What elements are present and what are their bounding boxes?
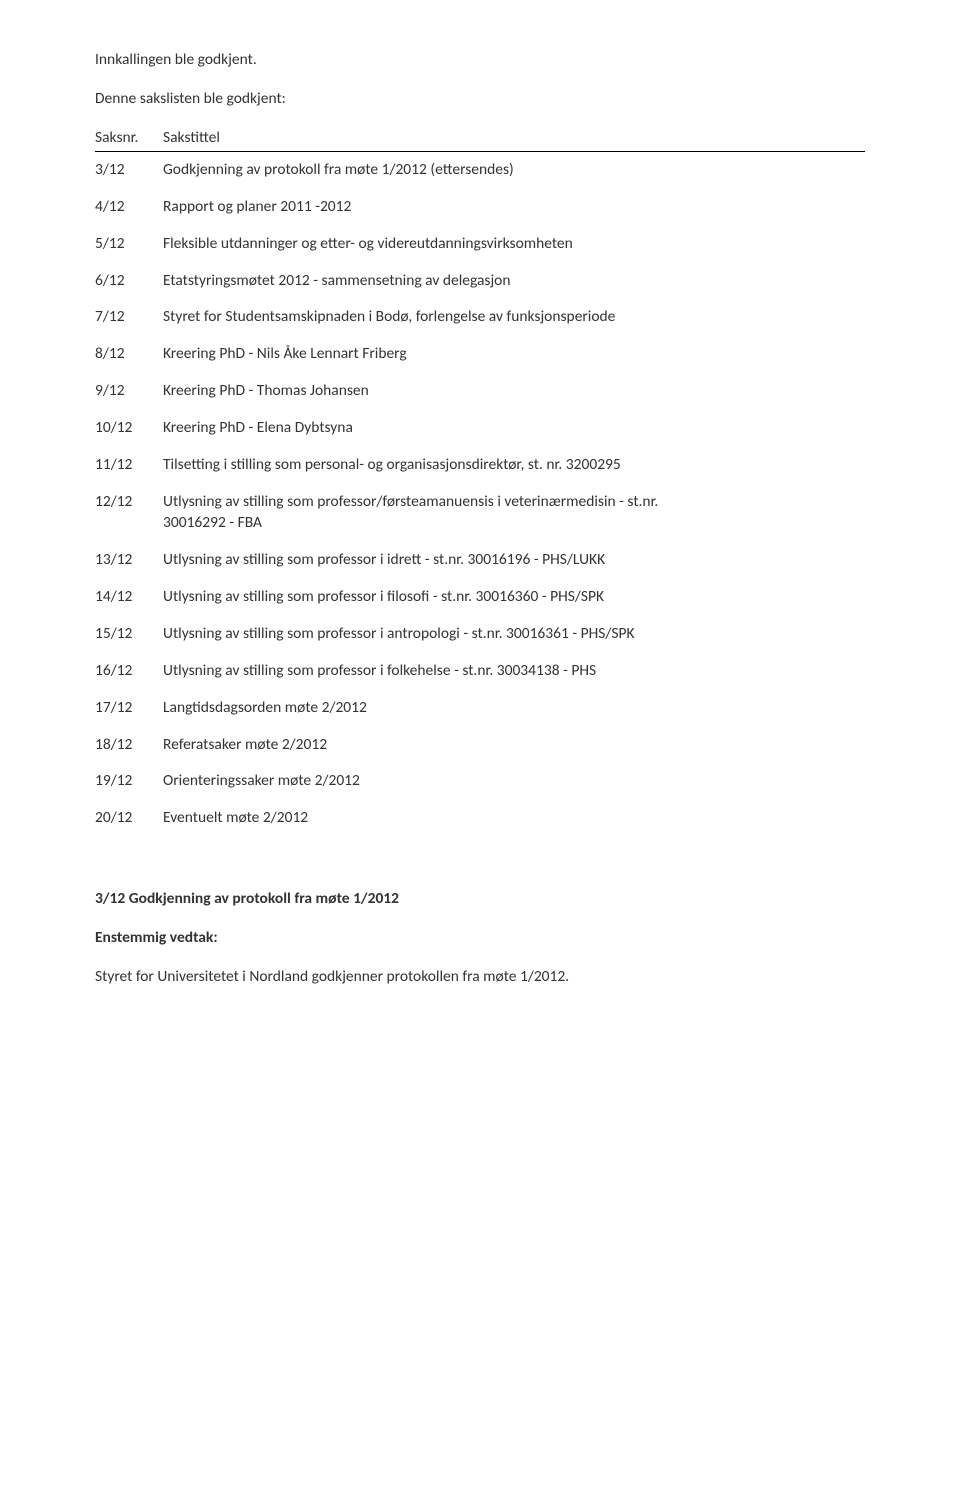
row-num: 9/12 bbox=[95, 381, 163, 402]
row-title: Utlysning av stilling som professor i an… bbox=[163, 624, 865, 645]
row-num: 11/12 bbox=[95, 455, 163, 476]
row-title: Orienteringssaker møte 2/2012 bbox=[163, 771, 865, 792]
row-title: Kreering PhD - Elena Dybtsyna bbox=[163, 418, 865, 439]
row-title: Etatstyringsmøtet 2012 - sammensetning a… bbox=[163, 271, 865, 292]
row-num: 12/12 bbox=[95, 492, 163, 534]
intro-line-2: Denne sakslisten ble godkjent: bbox=[95, 89, 865, 110]
table-row: 17/12 Langtidsdagsorden møte 2/2012 bbox=[95, 698, 865, 719]
row-num: 15/12 bbox=[95, 624, 163, 645]
row-num: 17/12 bbox=[95, 698, 163, 719]
table-row: 5/12 Fleksible utdanninger og etter- og … bbox=[95, 234, 865, 255]
table-row: 13/12 Utlysning av stilling som professo… bbox=[95, 550, 865, 571]
row-num: 20/12 bbox=[95, 808, 163, 829]
row-num: 7/12 bbox=[95, 307, 163, 328]
row-title: Langtidsdagsorden møte 2/2012 bbox=[163, 698, 865, 719]
table-row: 11/12 Tilsetting i stilling som personal… bbox=[95, 455, 865, 476]
table-row: 12/12 Utlysning av stilling som professo… bbox=[95, 492, 865, 534]
row-title: Styret for Studentsamskipnaden i Bodø, f… bbox=[163, 307, 865, 328]
row-num: 4/12 bbox=[95, 197, 163, 218]
row-num: 18/12 bbox=[95, 735, 163, 756]
table-row: 8/12 Kreering PhD - Nils Åke Lennart Fri… bbox=[95, 344, 865, 365]
section-body: Styret for Universitetet i Nordland godk… bbox=[95, 967, 865, 988]
table-row: 20/12 Eventuelt møte 2/2012 bbox=[95, 808, 865, 829]
table-row: 16/12 Utlysning av stilling som professo… bbox=[95, 661, 865, 682]
table-row: 10/12 Kreering PhD - Elena Dybtsyna bbox=[95, 418, 865, 439]
row-num: 13/12 bbox=[95, 550, 163, 571]
row-title: Kreering PhD - Thomas Johansen bbox=[163, 381, 865, 402]
table-row: 4/12 Rapport og planer 2011 -2012 bbox=[95, 197, 865, 218]
row-title: Tilsetting i stilling som personal- og o… bbox=[163, 455, 865, 476]
header-sakstittel: Sakstittel bbox=[163, 128, 865, 149]
row-title: Utlysning av stilling som professor/førs… bbox=[163, 492, 865, 534]
row-num: 8/12 bbox=[95, 344, 163, 365]
saksliste-table: Saksnr. Sakstittel 3/12 Godkjenning av p… bbox=[95, 128, 865, 829]
row-title: Utlysning av stilling som professor i id… bbox=[163, 550, 865, 571]
row-num: 19/12 bbox=[95, 771, 163, 792]
row-title: Utlysning av stilling som professor i fo… bbox=[163, 661, 865, 682]
intro-line-1: Innkallingen ble godkjent. bbox=[95, 50, 865, 71]
row-num: 5/12 bbox=[95, 234, 163, 255]
row-num: 10/12 bbox=[95, 418, 163, 439]
row-num: 14/12 bbox=[95, 587, 163, 608]
table-row: 7/12 Styret for Studentsamskipnaden i Bo… bbox=[95, 307, 865, 328]
row-num: 3/12 bbox=[95, 160, 163, 181]
row-title: Fleksible utdanninger og etter- og vider… bbox=[163, 234, 865, 255]
row-title: Kreering PhD - Nils Åke Lennart Friberg bbox=[163, 344, 865, 365]
row-title: Referatsaker møte 2/2012 bbox=[163, 735, 865, 756]
header-saksnr: Saksnr. bbox=[95, 128, 163, 149]
row-title: Godkjenning av protokoll fra møte 1/2012… bbox=[163, 160, 865, 181]
table-row: 14/12 Utlysning av stilling som professo… bbox=[95, 587, 865, 608]
row-num: 16/12 bbox=[95, 661, 163, 682]
table-row: 6/12 Etatstyringsmøtet 2012 - sammensetn… bbox=[95, 271, 865, 292]
section-subheading: Enstemmig vedtak: bbox=[95, 928, 865, 949]
row-title: Rapport og planer 2011 -2012 bbox=[163, 197, 865, 218]
table-row: 9/12 Kreering PhD - Thomas Johansen bbox=[95, 381, 865, 402]
table-row: 18/12 Referatsaker møte 2/2012 bbox=[95, 735, 865, 756]
table-row: 3/12 Godkjenning av protokoll fra møte 1… bbox=[95, 160, 865, 181]
row-title: Eventuelt møte 2/2012 bbox=[163, 808, 865, 829]
row-title: Utlysning av stilling som professor i fi… bbox=[163, 587, 865, 608]
table-row: 15/12 Utlysning av stilling som professo… bbox=[95, 624, 865, 645]
table-header-row: Saksnr. Sakstittel bbox=[95, 128, 865, 152]
table-row: 19/12 Orienteringssaker møte 2/2012 bbox=[95, 771, 865, 792]
row-num: 6/12 bbox=[95, 271, 163, 292]
section-heading: 3/12 Godkjenning av protokoll fra møte 1… bbox=[95, 889, 865, 910]
